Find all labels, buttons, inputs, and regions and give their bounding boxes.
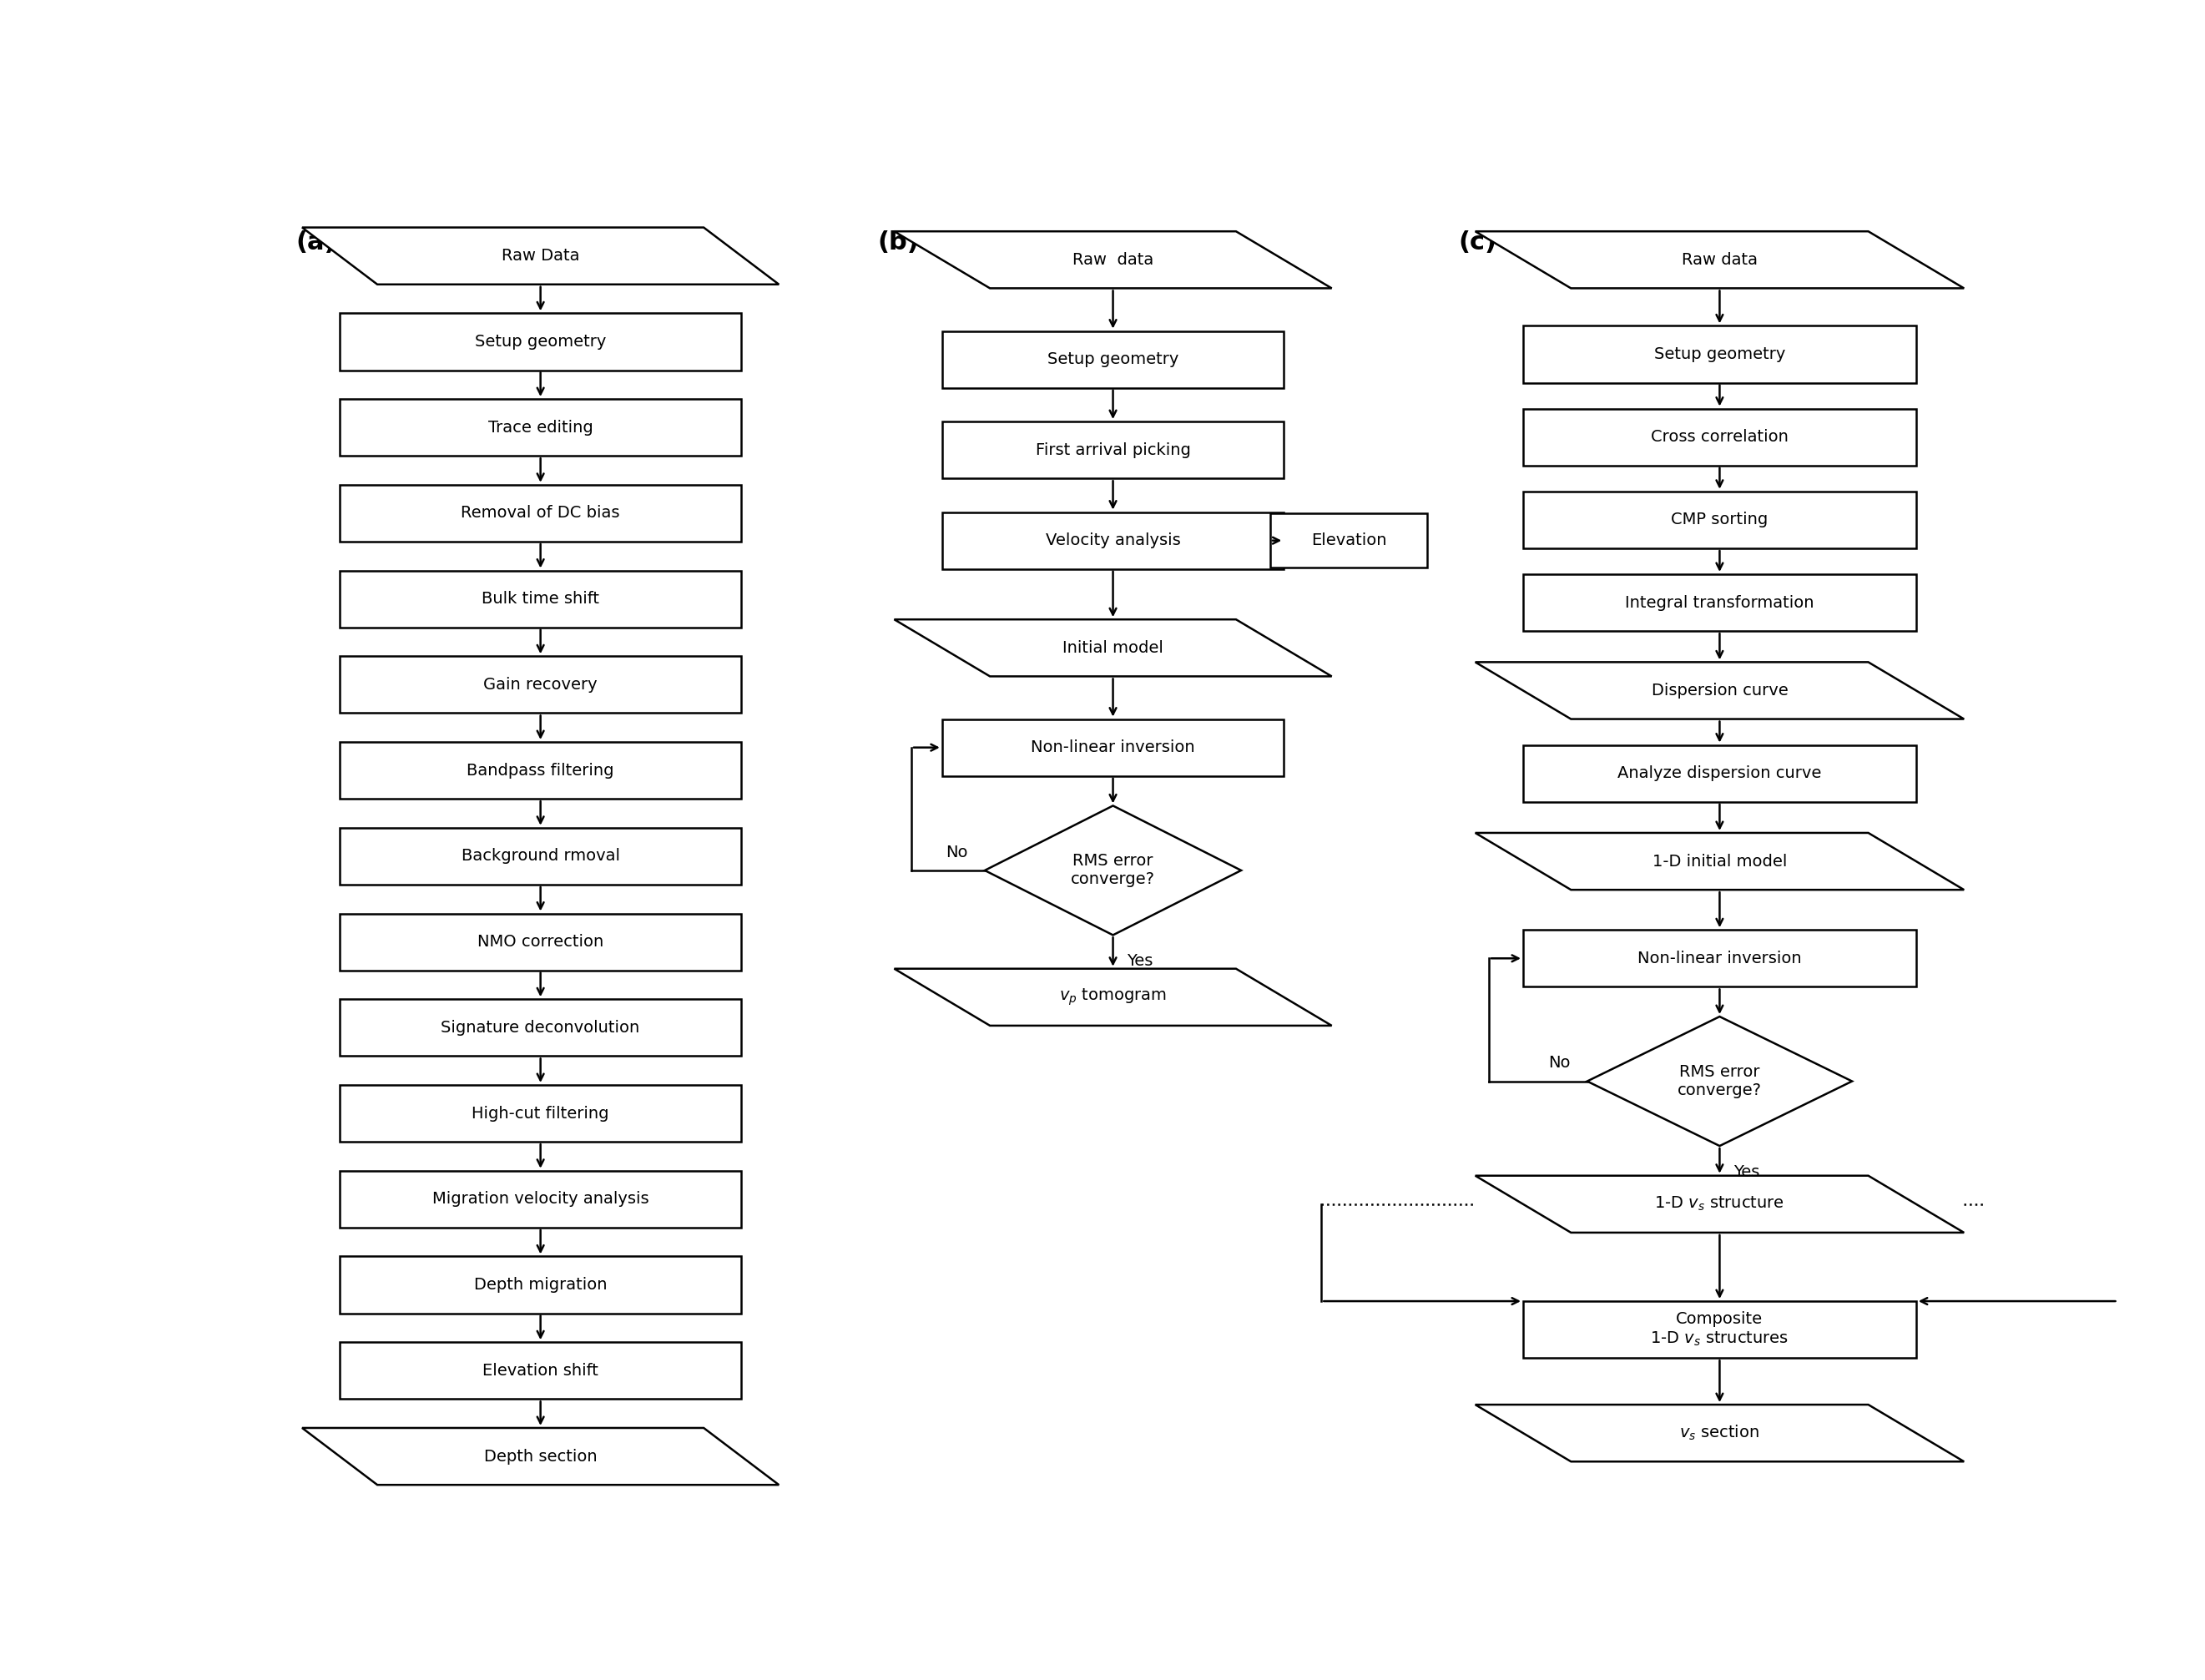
Text: CMP sorting: CMP sorting	[1671, 512, 1768, 528]
Bar	[340, 312, 741, 370]
Polygon shape	[986, 806, 1241, 936]
Polygon shape	[1475, 1404, 1965, 1462]
Text: Non-linear inversion: Non-linear inversion	[1032, 739, 1195, 756]
Text: Yes: Yes	[1733, 1164, 1760, 1179]
Text: Raw Data: Raw Data	[501, 249, 580, 264]
Text: RMS error
converge?: RMS error converge?	[1072, 853, 1155, 887]
Text: Setup geometry: Setup geometry	[1047, 351, 1180, 368]
Text: (a): (a)	[295, 230, 337, 254]
Bar	[340, 657, 741, 712]
Bar	[942, 331, 1283, 388]
Text: Elevation: Elevation	[1312, 533, 1387, 548]
Text: Initial model: Initial model	[1063, 640, 1164, 655]
Text: $v_p$ tomogram: $v_p$ tomogram	[1058, 986, 1166, 1008]
Bar	[1524, 744, 1916, 801]
Text: No: No	[1548, 1055, 1570, 1072]
Bar	[340, 1000, 741, 1057]
Text: (b): (b)	[878, 230, 919, 254]
Text: 1-D initial model: 1-D initial model	[1652, 853, 1786, 869]
Bar	[1524, 491, 1916, 548]
Text: Background rmoval: Background rmoval	[461, 848, 620, 864]
Bar	[1270, 514, 1427, 568]
Bar	[942, 719, 1283, 776]
Text: Dispersion curve: Dispersion curve	[1652, 682, 1788, 699]
Polygon shape	[895, 969, 1332, 1025]
Text: Gain recovery: Gain recovery	[483, 677, 598, 692]
Text: Depth section: Depth section	[483, 1448, 598, 1465]
Bar	[340, 1257, 741, 1314]
Text: Velocity analysis: Velocity analysis	[1045, 533, 1180, 548]
Bar	[340, 398, 741, 455]
Polygon shape	[1588, 1016, 1852, 1146]
Bar	[1524, 1300, 1916, 1357]
Polygon shape	[1475, 1176, 1965, 1233]
Text: Trace editing: Trace editing	[487, 420, 593, 435]
Bar	[340, 828, 741, 885]
Bar	[340, 1085, 741, 1142]
Polygon shape	[895, 620, 1332, 677]
Bar	[942, 512, 1283, 570]
Text: Signature deconvolution: Signature deconvolution	[441, 1020, 639, 1035]
Text: No: No	[946, 845, 968, 860]
Text: Integral transformation: Integral transformation	[1625, 595, 1815, 610]
Text: Yes: Yes	[1127, 953, 1153, 969]
Bar	[1524, 575, 1916, 632]
Bar	[1524, 931, 1916, 986]
Polygon shape	[1475, 232, 1965, 289]
Polygon shape	[302, 1428, 778, 1485]
Bar	[1524, 408, 1916, 465]
Text: Setup geometry: Setup geometry	[1654, 346, 1786, 363]
Text: 1-D $v_s$ structure: 1-D $v_s$ structure	[1654, 1194, 1784, 1213]
Text: Migration velocity analysis: Migration velocity analysis	[432, 1191, 648, 1206]
Bar	[340, 1342, 741, 1399]
Text: RMS error
converge?: RMS error converge?	[1678, 1063, 1762, 1099]
Text: Raw  data: Raw data	[1072, 252, 1153, 267]
Text: Raw data: Raw data	[1682, 252, 1757, 267]
Bar	[340, 743, 741, 800]
Text: $v_s$ section: $v_s$ section	[1680, 1425, 1760, 1443]
Text: Depth migration: Depth migration	[474, 1277, 606, 1294]
Polygon shape	[1475, 833, 1965, 890]
Text: Setup geometry: Setup geometry	[474, 334, 606, 349]
Bar	[942, 422, 1283, 479]
Bar	[340, 571, 741, 627]
Text: Analyze dispersion curve: Analyze dispersion curve	[1618, 766, 1821, 781]
Text: Removal of DC bias: Removal of DC bias	[461, 506, 620, 521]
Text: Bulk time shift: Bulk time shift	[481, 591, 600, 606]
Text: NMO correction: NMO correction	[478, 934, 604, 949]
Text: First arrival picking: First arrival picking	[1036, 442, 1191, 459]
Polygon shape	[302, 227, 778, 284]
Bar	[340, 914, 741, 971]
Text: Cross correlation: Cross correlation	[1652, 428, 1788, 445]
Bar	[340, 1171, 741, 1228]
Text: Elevation shift: Elevation shift	[483, 1362, 598, 1379]
Text: Bandpass filtering: Bandpass filtering	[467, 763, 615, 778]
Polygon shape	[895, 232, 1332, 289]
Text: Composite
1-D $v_s$ structures: Composite 1-D $v_s$ structures	[1649, 1312, 1788, 1347]
Bar	[1524, 326, 1916, 383]
Polygon shape	[1475, 662, 1965, 719]
Text: High-cut filtering: High-cut filtering	[472, 1105, 609, 1121]
Text: (c): (c)	[1458, 230, 1497, 254]
Text: Non-linear inversion: Non-linear inversion	[1638, 951, 1801, 966]
Bar	[340, 486, 741, 541]
